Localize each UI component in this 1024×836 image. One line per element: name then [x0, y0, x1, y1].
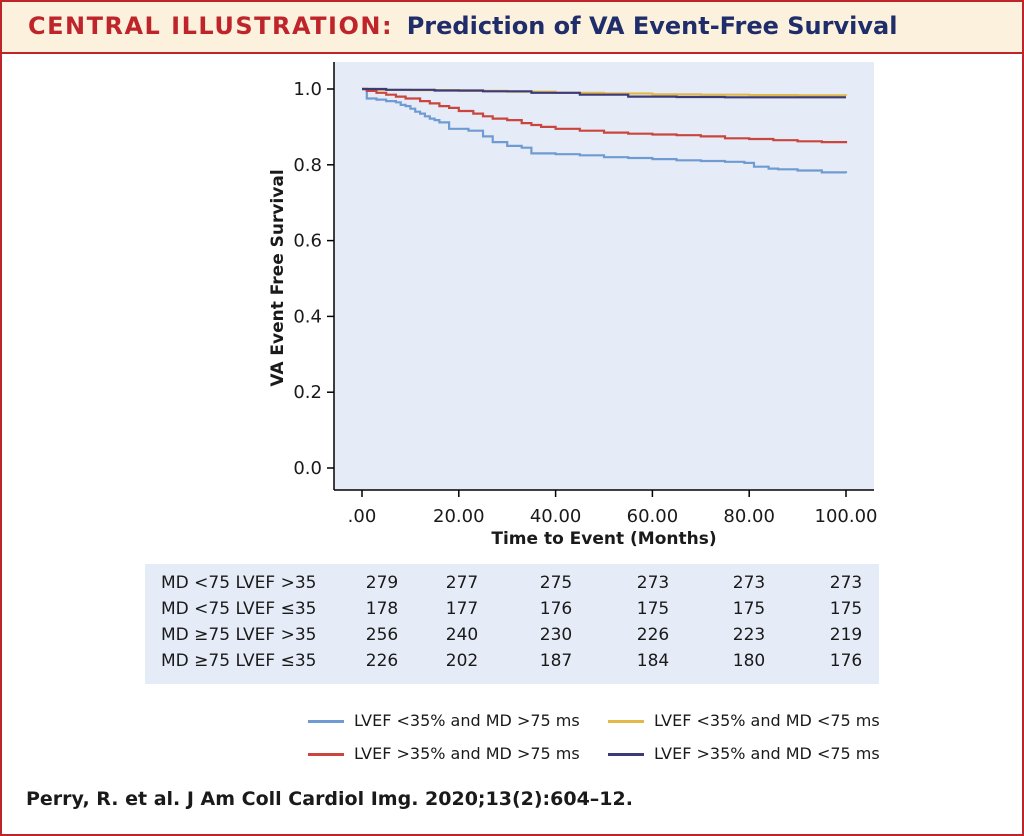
risk-value: 175 [636, 599, 670, 619]
survival-curve-3 [362, 87, 848, 144]
survival-curve-1 [362, 87, 848, 174]
legend-label: LVEF >35% and MD <75 ms [654, 744, 880, 763]
legend-swatch [608, 753, 644, 756]
y-tick-label: 0.0 [293, 458, 322, 479]
risk-row-label: MD ≥75 LVEF ≤35 [161, 651, 317, 671]
legend-swatch [308, 753, 344, 756]
risk-value: 273 [636, 573, 670, 593]
risk-value: 273 [829, 573, 863, 593]
risk-value: 279 [365, 573, 399, 593]
risk-value: 226 [636, 625, 670, 645]
risk-value: 180 [732, 651, 766, 671]
x-ticks: .00 20.00 40.00 60.00 80.00 100.00 [348, 490, 878, 527]
y-tick-label: 1.0 [293, 79, 322, 100]
survival-curves [362, 87, 848, 174]
risk-row-label: MD <75 LVEF ≤35 [161, 599, 317, 619]
risk-value: 256 [365, 625, 399, 645]
x-tick-label: 60.00 [627, 506, 679, 527]
risk-value: 176 [539, 599, 573, 619]
x-tick-label: 80.00 [723, 506, 775, 527]
y-axis-label: VA Event Free Survival [268, 169, 288, 386]
illustration-title: Prediction of VA Event-Free Survival [406, 12, 898, 40]
risk-value: 277 [445, 573, 479, 593]
x-tick-label: 40.00 [530, 506, 582, 527]
header-bar: CENTRAL ILLUSTRATION: Prediction of VA E… [2, 2, 1022, 54]
header-text: CENTRAL ILLUSTRATION: Prediction of VA E… [28, 12, 897, 40]
legend-label: LVEF >35% and MD >75 ms [354, 744, 580, 763]
legend-label: LVEF <35% and MD <75 ms [654, 711, 880, 730]
risk-table-row: MD ≥75 LVEF ≤35 226 202 187 184 180 176 [145, 651, 879, 677]
risk-row-label: MD ≥75 LVEF >35 [161, 625, 317, 645]
y-ticks: 0.0 0.2 0.4 0.6 0.8 1.0 [293, 79, 334, 479]
risk-value: 176 [829, 651, 863, 671]
legend-swatch [608, 720, 644, 723]
risk-value: 178 [365, 599, 399, 619]
risk-value: 223 [732, 625, 766, 645]
risk-value: 240 [445, 625, 479, 645]
plot-area [334, 62, 874, 490]
risk-value: 226 [365, 651, 399, 671]
x-axis-label: Time to Event (Months) [491, 529, 716, 549]
citation: Perry, R. et al. J Am Coll Cardiol Img. … [26, 788, 633, 810]
risk-value: 175 [732, 599, 766, 619]
risk-value: 273 [732, 573, 766, 593]
risk-table-row: MD ≥75 LVEF >35 256 240 230 226 223 219 [145, 625, 879, 651]
number-at-risk-table: MD <75 LVEF >35 279 277 275 273 273 273 MD <75 … [145, 564, 879, 684]
y-tick-label: 0.4 [293, 306, 322, 327]
risk-value: 219 [829, 625, 863, 645]
risk-row-label: MD <75 LVEF >35 [161, 573, 317, 593]
survival-curve-4 [362, 87, 846, 99]
risk-value: 275 [539, 573, 573, 593]
y-tick-label: 0.6 [293, 231, 322, 252]
risk-table-row: MD <75 LVEF ≤35 178 177 176 175 175 175 [145, 599, 879, 625]
risk-value: 230 [539, 625, 573, 645]
risk-value: 177 [445, 599, 479, 619]
y-tick-label: 0.2 [293, 382, 322, 403]
legend-swatch [308, 720, 344, 723]
central-illustration-label: CENTRAL ILLUSTRATION: [28, 12, 394, 40]
risk-value: 187 [539, 651, 573, 671]
risk-value: 184 [636, 651, 670, 671]
x-tick-label: .00 [348, 506, 377, 527]
x-tick-label: 100.00 [815, 506, 878, 527]
y-tick-label: 0.8 [293, 155, 322, 176]
x-tick-label: 20.00 [433, 506, 485, 527]
risk-value: 202 [445, 651, 479, 671]
survival-chart: .00 20.00 40.00 60.00 80.00 100.00 0.00.20.40… [268, 62, 878, 549]
risk-value: 175 [829, 599, 863, 619]
legend-label: LVEF <35% and MD >75 ms [354, 711, 580, 730]
risk-table-row: MD <75 LVEF >35 279 277 275 273 273 273 [145, 573, 879, 599]
